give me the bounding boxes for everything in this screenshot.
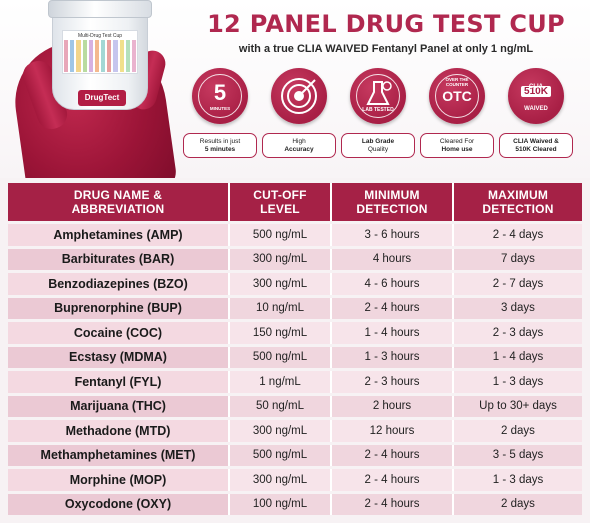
cup-label-text: Multi-Drug Test Cup bbox=[77, 33, 123, 39]
table-row: Buprenorphine (BUP) 10 ng/mL 2 - 4 hours 3 … bbox=[8, 297, 582, 319]
table-header-row: DRUG NAME & ABBREVIATION CUT-OFF LEVEL M… bbox=[8, 183, 582, 221]
max-detection-cell: 3 - 5 days bbox=[452, 444, 582, 466]
max-detection-cell: 2 days bbox=[452, 420, 582, 442]
cutoff-cell: 100 ng/mL bbox=[228, 493, 330, 515]
drug-name-cell: Buprenorphine (BUP) bbox=[8, 297, 228, 319]
feature-caption: High Accuracy bbox=[262, 133, 336, 158]
test-strips bbox=[64, 40, 137, 72]
cutoff-cell: 300 ng/mL bbox=[228, 420, 330, 442]
drug-name-cell: Barbiturates (BAR) bbox=[8, 248, 228, 270]
min-detection-cell: 2 - 4 hours bbox=[330, 297, 452, 319]
cutoff-cell: 300 ng/mL bbox=[228, 273, 330, 295]
brand-logo: DrugTect bbox=[78, 90, 126, 106]
min-detection-cell: 2 - 3 hours bbox=[330, 371, 452, 393]
cutoff-cell: 50 ng/mL bbox=[228, 395, 330, 417]
table-row: Barbiturates (BAR) 300 ng/mL 4 hours 7 days bbox=[8, 248, 582, 270]
hero-banner: Multi-Drug Test Cup DrugTect 12 PANEL DR… bbox=[0, 0, 590, 178]
test-cup-lid bbox=[48, 0, 152, 18]
cutoff-cell: 500 ng/mL bbox=[228, 346, 330, 368]
cutoff-cell: 300 ng/mL bbox=[228, 248, 330, 270]
cutoff-cell: 1 ng/mL bbox=[228, 371, 330, 393]
feature-otc: OTC OVER THE COUNTER Cleared For Home us… bbox=[417, 68, 497, 158]
max-detection-cell: 3 days bbox=[452, 297, 582, 319]
drug-name-cell: Methadone (MTD) bbox=[8, 420, 228, 442]
feature-caption: Results in just 5 minutes bbox=[183, 133, 257, 158]
min-detection-cell: 2 - 4 hours bbox=[330, 493, 452, 515]
min-detection-cell: 12 hours bbox=[330, 420, 452, 442]
min-detection-cell: 2 - 4 hours bbox=[330, 444, 452, 466]
max-detection-cell: 2 - 7 days bbox=[452, 273, 582, 295]
lab-flask-icon: LAB TESTED bbox=[350, 68, 406, 124]
min-detection-cell: 4 hours bbox=[330, 248, 452, 270]
target-accuracy-icon bbox=[271, 68, 327, 124]
max-detection-cell: 1 - 3 days bbox=[452, 469, 582, 491]
table-row: Methadone (MTD) 300 ng/mL 12 hours 2 days bbox=[8, 420, 582, 442]
otc-seal-icon: OTC OVER THE COUNTER bbox=[429, 68, 485, 124]
table-row: Benzodiazepines (BZO) 300 ng/mL 4 - 6 hour… bbox=[8, 273, 582, 295]
feature-badges: 5 MINUTES Results in just 5 minutes High… bbox=[182, 68, 590, 174]
table-row: Amphetamines (AMP) 500 ng/mL 3 - 6 hours 2 … bbox=[8, 224, 582, 246]
cutoff-cell: 500 ng/mL bbox=[228, 224, 330, 246]
max-detection-cell: 1 - 3 days bbox=[452, 371, 582, 393]
drug-name-cell: Benzodiazepines (BZO) bbox=[8, 273, 228, 295]
cutoff-cell: 500 ng/mL bbox=[228, 444, 330, 466]
timer-5-minutes-icon: 5 MINUTES bbox=[192, 68, 248, 124]
max-detection-cell: Up to 30+ days bbox=[452, 395, 582, 417]
min-detection-cell: 4 - 6 hours bbox=[330, 273, 452, 295]
max-detection-cell: 2 - 3 days bbox=[452, 322, 582, 344]
table-row: Morphine (MOP) 300 ng/mL 2 - 4 hours 1 - 3 … bbox=[8, 469, 582, 491]
feature-clia: 510K CLIA WAIVED CLIA Waived & 510K Clea… bbox=[496, 68, 576, 158]
drug-name-cell: Amphetamines (AMP) bbox=[8, 224, 228, 246]
cutoff-cell: 150 ng/mL bbox=[228, 322, 330, 344]
header-max-detection: MAXIMUM DETECTION bbox=[452, 183, 582, 221]
drug-name-cell: Fentanyl (FYL) bbox=[8, 371, 228, 393]
cup-label: Multi-Drug Test Cup bbox=[62, 30, 138, 74]
max-detection-cell: 1 - 4 days bbox=[452, 346, 582, 368]
max-detection-cell: 2 days bbox=[452, 493, 582, 515]
feature-accuracy: High Accuracy bbox=[259, 68, 339, 158]
table-row: Oxycodone (OXY) 100 ng/mL 2 - 4 hours 2 day… bbox=[8, 493, 582, 515]
page-title: 12 PANEL DRUG TEST CUP bbox=[207, 10, 565, 38]
min-detection-cell: 1 - 3 hours bbox=[330, 346, 452, 368]
product-photo: Multi-Drug Test Cup DrugTect bbox=[0, 0, 182, 178]
feature-caption: Cleared For Home use bbox=[420, 133, 494, 158]
min-detection-cell: 2 hours bbox=[330, 395, 452, 417]
feature-caption: Lab Grade Quality bbox=[341, 133, 415, 158]
drug-name-cell: Marijuana (THC) bbox=[8, 395, 228, 417]
max-detection-cell: 7 days bbox=[452, 248, 582, 270]
drug-detection-table: DRUG NAME & ABBREVIATION CUT-OFF LEVEL M… bbox=[8, 180, 582, 520]
header-cutoff: CUT-OFF LEVEL bbox=[228, 183, 330, 221]
header-min-detection: MINIMUM DETECTION bbox=[330, 183, 452, 221]
page-subtitle: with a true CLIA WAIVED Fentanyl Panel a… bbox=[238, 43, 534, 55]
cutoff-cell: 300 ng/mL bbox=[228, 469, 330, 491]
table-body: Amphetamines (AMP) 500 ng/mL 3 - 6 hours 2 … bbox=[8, 224, 582, 515]
table-row: Marijuana (THC) 50 ng/mL 2 hours Up to 30+ … bbox=[8, 395, 582, 417]
feature-caption: CLIA Waived & 510K Cleared bbox=[499, 133, 573, 158]
table-row: Fentanyl (FYL) 1 ng/mL 2 - 3 hours 1 - 3 da… bbox=[8, 371, 582, 393]
table-row: Methamphetamines (MET) 500 ng/mL 2 - 4 hou… bbox=[8, 444, 582, 466]
min-detection-cell: 2 - 4 hours bbox=[330, 469, 452, 491]
cutoff-cell: 10 ng/mL bbox=[228, 297, 330, 319]
min-detection-cell: 3 - 6 hours bbox=[330, 224, 452, 246]
feature-lab-tested: LAB TESTED Lab Grade Quality bbox=[338, 68, 418, 158]
drug-name-cell: Morphine (MOP) bbox=[8, 469, 228, 491]
table-row: Cocaine (COC) 150 ng/mL 1 - 4 hours 2 - 3 d… bbox=[8, 322, 582, 344]
drug-name-cell: Ecstasy (MDMA) bbox=[8, 346, 228, 368]
clia-510k-icon: 510K CLIA WAIVED bbox=[508, 68, 564, 124]
max-detection-cell: 2 - 4 days bbox=[452, 224, 582, 246]
header-drug-name: DRUG NAME & ABBREVIATION bbox=[8, 183, 228, 221]
drug-name-cell: Oxycodone (OXY) bbox=[8, 493, 228, 515]
feature-5-minutes: 5 MINUTES Results in just 5 minutes bbox=[180, 68, 260, 158]
drug-name-cell: Methamphetamines (MET) bbox=[8, 444, 228, 466]
drug-name-cell: Cocaine (COC) bbox=[8, 322, 228, 344]
table-row: Ecstasy (MDMA) 500 ng/mL 1 - 3 hours 1 - 4 … bbox=[8, 346, 582, 368]
min-detection-cell: 1 - 4 hours bbox=[330, 322, 452, 344]
